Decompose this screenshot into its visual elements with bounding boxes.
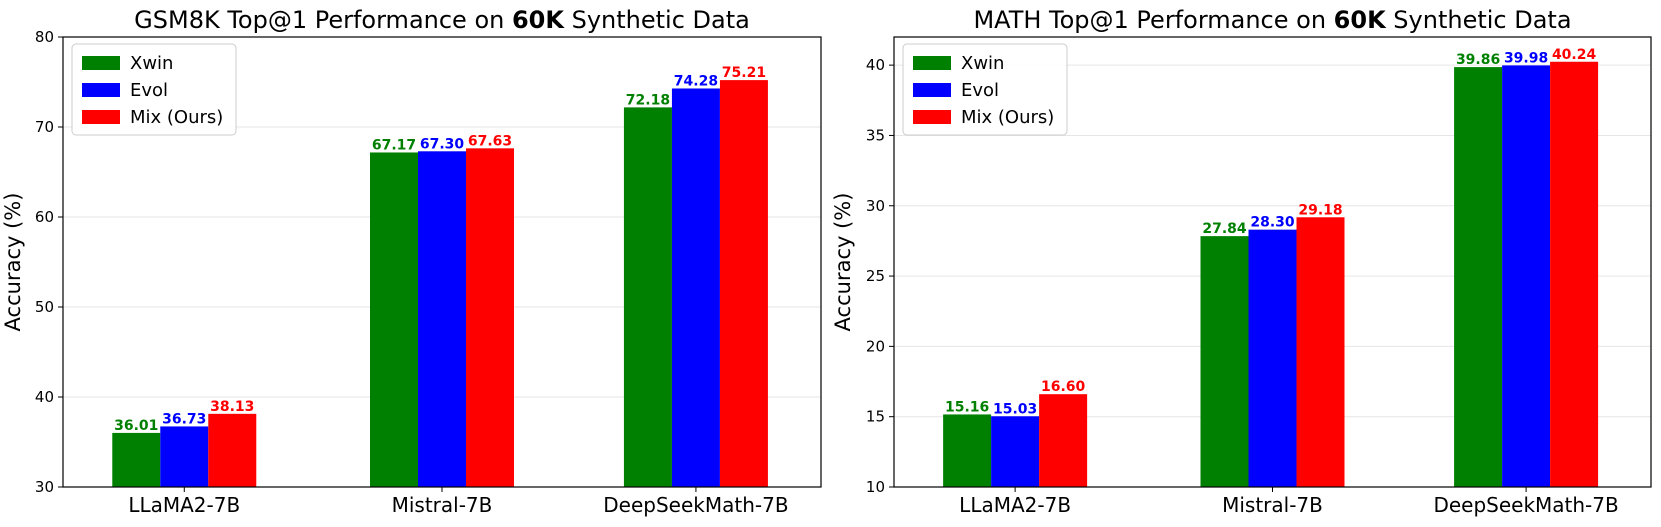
data-label: 36.73 bbox=[162, 411, 206, 427]
legend-label: Xwin bbox=[130, 53, 173, 74]
legend-label: Mix (Ours) bbox=[961, 107, 1054, 128]
data-label: 39.98 bbox=[1504, 50, 1548, 66]
bar-xwin-mistral-7b bbox=[1200, 236, 1249, 487]
data-label: 74.28 bbox=[674, 73, 718, 89]
bar-xwin-llama2-7b bbox=[112, 432, 161, 487]
y-tick-label: 10 bbox=[866, 478, 885, 496]
y-tick-label: 30 bbox=[35, 478, 54, 496]
legend-label: Mix (Ours) bbox=[130, 107, 223, 128]
data-label: 75.21 bbox=[722, 65, 766, 81]
data-label: 38.13 bbox=[210, 399, 254, 415]
bar-xwin-llama2-7b bbox=[943, 414, 992, 487]
x-tick-label: LLaMA2-7B bbox=[128, 493, 240, 517]
data-label: 67.63 bbox=[468, 133, 512, 149]
y-tick-label: 70 bbox=[35, 118, 54, 136]
bar-evol-deepseekmath-7b bbox=[671, 88, 720, 487]
x-tick-label: Mistral-7B bbox=[392, 493, 493, 517]
chart-title: MATH Top@1 Performance on 60K Synthetic … bbox=[973, 6, 1571, 34]
bar-mix-ours-mistral-7b bbox=[1296, 217, 1345, 487]
legend: Xwin Evol Mix (Ours) bbox=[71, 43, 237, 136]
bar-mix-ours-deepseekmath-7b bbox=[1550, 61, 1599, 487]
x-tick-label: Mistral-7B bbox=[1222, 493, 1323, 517]
y-tick-label: 60 bbox=[35, 208, 54, 226]
legend-label: Evol bbox=[130, 80, 168, 101]
bar-mix-ours-deepseekmath-7b bbox=[719, 80, 768, 488]
plot-frame bbox=[62, 36, 822, 488]
y-tick-label: 35 bbox=[866, 126, 885, 144]
bar-mix-ours-llama2-7b bbox=[1039, 394, 1088, 487]
bar-mix-ours-llama2-7b bbox=[208, 413, 257, 487]
data-label: 15.16 bbox=[945, 399, 989, 415]
legend-swatch bbox=[82, 56, 120, 70]
y-axis-label: Accuracy (%) bbox=[1, 193, 25, 332]
bar-evol-mistral-7b bbox=[1248, 229, 1297, 487]
data-label: 29.18 bbox=[1298, 202, 1342, 218]
data-label: 40.24 bbox=[1552, 47, 1597, 63]
legend-swatch bbox=[913, 110, 951, 124]
bar-evol-llama2-7b bbox=[991, 416, 1040, 487]
legend-swatch bbox=[82, 83, 120, 97]
y-tick-label: 25 bbox=[866, 267, 885, 285]
y-axis-label: Accuracy (%) bbox=[831, 193, 855, 332]
y-tick-label: 50 bbox=[35, 298, 54, 316]
legend-swatch bbox=[913, 56, 951, 70]
x-tick-label: LLaMA2-7B bbox=[959, 493, 1071, 517]
plot-frame bbox=[893, 36, 1652, 488]
y-tick-label: 20 bbox=[866, 337, 885, 355]
legend-swatch bbox=[913, 83, 951, 97]
bar-xwin-deepseekmath-7b bbox=[623, 107, 672, 487]
data-label: 15.03 bbox=[993, 401, 1037, 417]
bar-evol-llama2-7b bbox=[160, 426, 209, 487]
data-label: 67.30 bbox=[420, 136, 465, 152]
data-label: 72.18 bbox=[626, 92, 670, 108]
y-tick-label: 30 bbox=[866, 197, 885, 215]
y-tick-label: 15 bbox=[866, 408, 885, 426]
data-label: 27.84 bbox=[1202, 221, 1247, 237]
x-tick-label: DeepSeekMath-7B bbox=[603, 493, 788, 517]
data-label: 67.17 bbox=[372, 137, 416, 153]
bar-evol-mistral-7b bbox=[418, 151, 466, 488]
legend-label: Evol bbox=[961, 80, 999, 101]
y-tick-label: 40 bbox=[35, 388, 54, 406]
legend: Xwin Evol Mix (Ours) bbox=[902, 43, 1068, 136]
data-label: 28.30 bbox=[1250, 215, 1295, 231]
y-tick-label: 80 bbox=[35, 28, 54, 46]
bar-mix-ours-mistral-7b bbox=[466, 148, 514, 487]
x-tick-label: DeepSeekMath-7B bbox=[1433, 493, 1618, 517]
legend-swatch bbox=[82, 110, 120, 124]
data-label: 39.86 bbox=[1456, 52, 1500, 68]
bar-xwin-mistral-7b bbox=[370, 152, 418, 487]
y-tick-label: 40 bbox=[866, 56, 885, 74]
legend-label: Xwin bbox=[961, 53, 1004, 74]
bar-evol-deepseekmath-7b bbox=[1502, 65, 1551, 487]
data-label: 36.01 bbox=[114, 418, 158, 434]
chart-title: GSM8K Top@1 Performance on 60K Synthetic… bbox=[134, 6, 750, 34]
data-label: 16.60 bbox=[1041, 379, 1086, 395]
bar-xwin-deepseekmath-7b bbox=[1454, 67, 1503, 487]
